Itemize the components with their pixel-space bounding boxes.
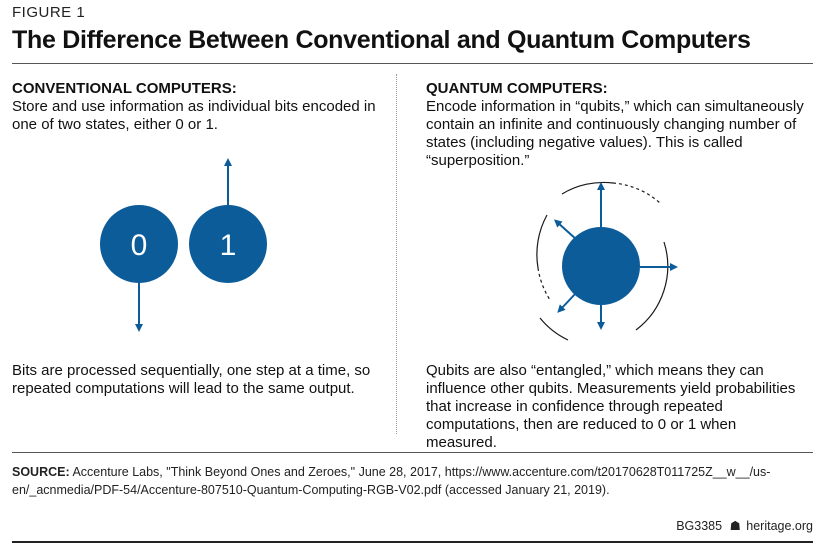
orbit-arc-top	[561, 181, 614, 195]
quantum-heading: QUANTUM COMPUTERS:	[426, 80, 608, 97]
orbit-arc-top-dashed	[612, 182, 661, 204]
bit-zero-circle	[100, 205, 178, 283]
qubit	[536, 181, 678, 341]
bit-zero-label: 0	[131, 229, 148, 262]
conventional-footer-text: Bits are processed sequentially, one ste…	[12, 362, 371, 397]
footer-site: heritage.org	[746, 519, 813, 533]
quantum-footer-text: Qubits are also “entangled,” which means…	[426, 362, 796, 451]
conventional-description: Store and use information as individual …	[12, 98, 376, 133]
source-rule	[12, 452, 813, 453]
orbit-arc-bottom-left	[539, 317, 569, 341]
qubit-arrow-upper-left	[554, 219, 578, 241]
quantum-description: Encode information in “qubits,” which ca…	[426, 98, 804, 169]
bottom-rule	[12, 541, 813, 543]
bit-one-label: 1	[220, 229, 237, 262]
orbit-arc-right	[635, 241, 669, 331]
qubit-arrow-lower-left	[557, 292, 577, 313]
top-rule	[12, 63, 813, 64]
bit-zero: 0	[100, 205, 178, 332]
source-note: SOURCE: Accenture Labs, "Think Beyond On…	[12, 463, 813, 499]
bit-one: 1	[189, 158, 267, 283]
figure-label: FIGURE 1	[12, 4, 86, 21]
bit-one-circle	[189, 205, 267, 283]
qubit-circle	[562, 227, 640, 305]
liberty-bell-icon: ☗	[729, 519, 741, 533]
source-label: SOURCE:	[12, 465, 70, 479]
conventional-heading: CONVENTIONAL COMPUTERS:	[12, 80, 237, 97]
footer: BG3385 ☗ heritage.org	[676, 518, 813, 533]
column-divider	[396, 74, 397, 434]
footer-code: BG3385	[676, 519, 723, 533]
orbit-arc-left	[536, 214, 548, 269]
figure-title: The Difference Between Conventional and …	[12, 26, 751, 54]
source-text: Accenture Labs, "Think Beyond Ones and Z…	[12, 465, 771, 497]
orbit-arc-left-dashed	[537, 267, 551, 301]
